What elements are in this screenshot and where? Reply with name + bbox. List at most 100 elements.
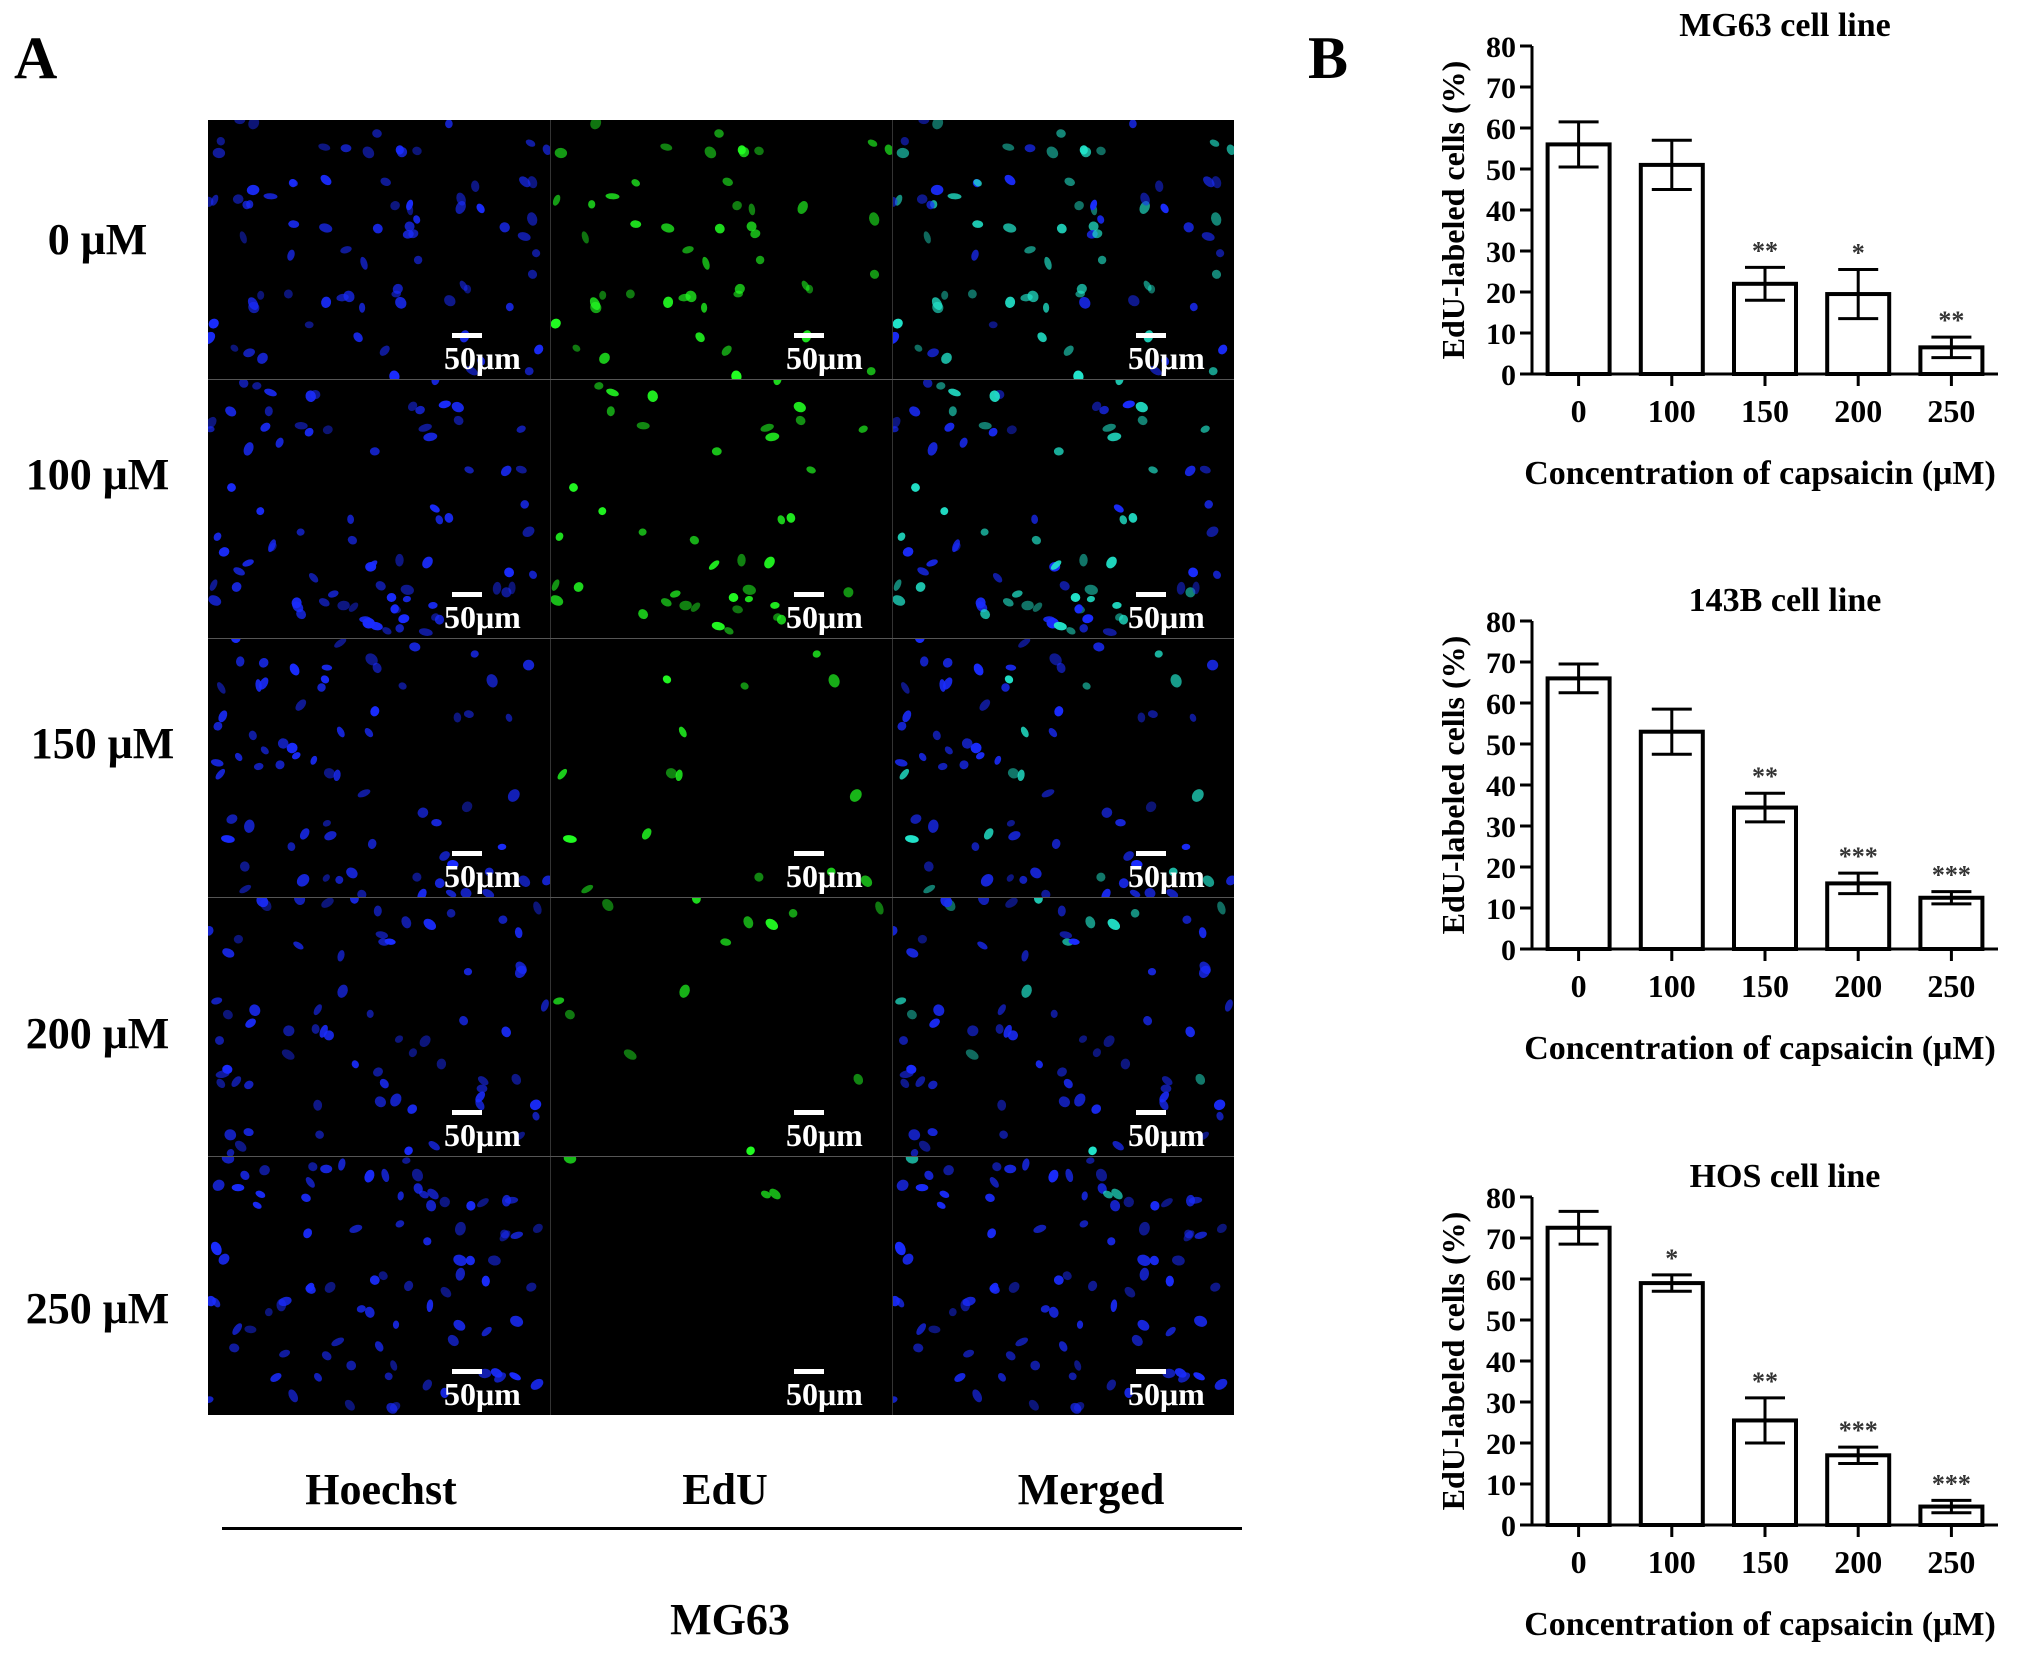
nucleus xyxy=(605,193,620,200)
nucleus xyxy=(390,1360,398,1371)
nucleus xyxy=(754,146,764,156)
nucleus xyxy=(1172,1255,1185,1266)
nucleus xyxy=(431,818,442,827)
nucleus xyxy=(550,318,561,329)
scale-bar xyxy=(794,592,824,597)
nucleus xyxy=(1008,831,1021,841)
scale-bar-label: 50μm xyxy=(786,858,863,894)
nucleus xyxy=(208,196,214,207)
nucleus xyxy=(923,884,936,894)
nucleus xyxy=(336,726,345,738)
nucleus xyxy=(397,1191,404,1201)
nucleus xyxy=(1118,878,1129,889)
nucleus xyxy=(1216,1223,1227,1234)
scale-bar xyxy=(1136,333,1166,338)
nucleus xyxy=(252,382,262,390)
nucleus xyxy=(943,1165,954,1176)
nucleus xyxy=(260,746,269,755)
nucleus xyxy=(1053,447,1064,456)
nucleus xyxy=(346,1360,357,1371)
column-label-merged: Merged xyxy=(1017,1465,1165,1514)
nucleus xyxy=(1161,1198,1173,1208)
nucleus xyxy=(358,302,366,313)
nucleus xyxy=(1194,1231,1208,1239)
micrograph-tile: 50μm xyxy=(208,638,550,897)
nucleus xyxy=(1063,1078,1073,1089)
nucleus xyxy=(428,1140,440,1151)
nucleus xyxy=(992,572,1003,583)
scale-bar-label: 50μm xyxy=(444,1376,521,1412)
nucleus xyxy=(1202,875,1215,887)
nucleus xyxy=(990,1282,999,1292)
nucleus xyxy=(516,425,526,433)
nucleus xyxy=(1107,918,1121,931)
nucleus xyxy=(534,344,544,355)
nucleus xyxy=(662,675,672,684)
nucleus xyxy=(445,120,453,129)
nucleus xyxy=(1206,526,1219,537)
nucleus xyxy=(466,1201,476,1211)
nucleus xyxy=(896,1179,909,1191)
nucleus xyxy=(849,789,862,802)
nucleus xyxy=(369,447,380,456)
y-tick-label: 20 xyxy=(1486,852,1516,885)
nucleus xyxy=(776,614,787,625)
nucleus xyxy=(1054,706,1064,717)
nucleus xyxy=(679,984,690,998)
nucleus xyxy=(392,1320,400,1329)
nucleus xyxy=(1188,1196,1203,1204)
nucleus xyxy=(234,120,246,125)
nucleus xyxy=(636,421,650,430)
nucleus xyxy=(392,283,403,294)
nucleus xyxy=(331,1337,345,1347)
nucleus xyxy=(317,683,326,692)
nucleus xyxy=(225,406,237,417)
nucleus xyxy=(987,1228,997,1239)
micrograph-tile: 50μm xyxy=(550,379,892,638)
nucleus xyxy=(732,201,742,211)
y-tick-label: 40 xyxy=(1486,770,1516,803)
nucleus xyxy=(311,1024,320,1034)
nucleus xyxy=(660,598,672,607)
nucleus xyxy=(520,500,529,509)
nucleus xyxy=(902,710,912,723)
x-tick-label: 0 xyxy=(1571,968,1587,1004)
nucleus xyxy=(465,366,478,376)
nucleus xyxy=(304,321,314,329)
chart-title: MG63 cell line xyxy=(1679,7,1891,44)
nucleus xyxy=(336,293,349,302)
nucleus xyxy=(1070,592,1081,603)
nucleus xyxy=(899,1036,908,1045)
x-tick-label: 200 xyxy=(1834,393,1882,429)
nucleus xyxy=(905,1156,919,1164)
nucleus xyxy=(459,280,468,291)
nucleus xyxy=(989,1177,999,1188)
micrograph-tile: 50μm xyxy=(208,897,550,1156)
nucleus xyxy=(514,965,527,978)
scale-bar xyxy=(452,592,482,597)
nucleus xyxy=(413,255,423,265)
nucleus xyxy=(208,416,217,429)
nucleus xyxy=(927,442,938,456)
chart-title: HOS cell line xyxy=(1690,1158,1881,1195)
nuclei-field xyxy=(557,650,873,894)
nucleus xyxy=(533,901,542,915)
nucleus xyxy=(1189,713,1197,722)
nucleus xyxy=(447,859,459,869)
nucleus xyxy=(1006,820,1015,827)
micrograph-tile: 50μm xyxy=(892,897,1234,1156)
significance-marker: ** xyxy=(1752,236,1778,265)
nucleus xyxy=(926,200,935,210)
nucleus xyxy=(714,223,725,234)
nucleus xyxy=(1143,280,1152,291)
nucleus xyxy=(569,483,578,492)
nucleus xyxy=(419,1190,429,1199)
nucleus xyxy=(501,1026,511,1038)
nucleus xyxy=(453,1319,466,1331)
nucleus xyxy=(1096,146,1106,156)
nucleus xyxy=(625,289,635,299)
y-axis-label: EdU-labeled cells (%) xyxy=(1435,1212,1471,1511)
nucleus xyxy=(853,1073,864,1085)
nucleus xyxy=(599,352,610,364)
nucleus xyxy=(980,528,989,536)
